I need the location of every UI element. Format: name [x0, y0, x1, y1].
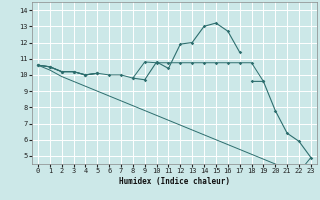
X-axis label: Humidex (Indice chaleur): Humidex (Indice chaleur) [119, 177, 230, 186]
